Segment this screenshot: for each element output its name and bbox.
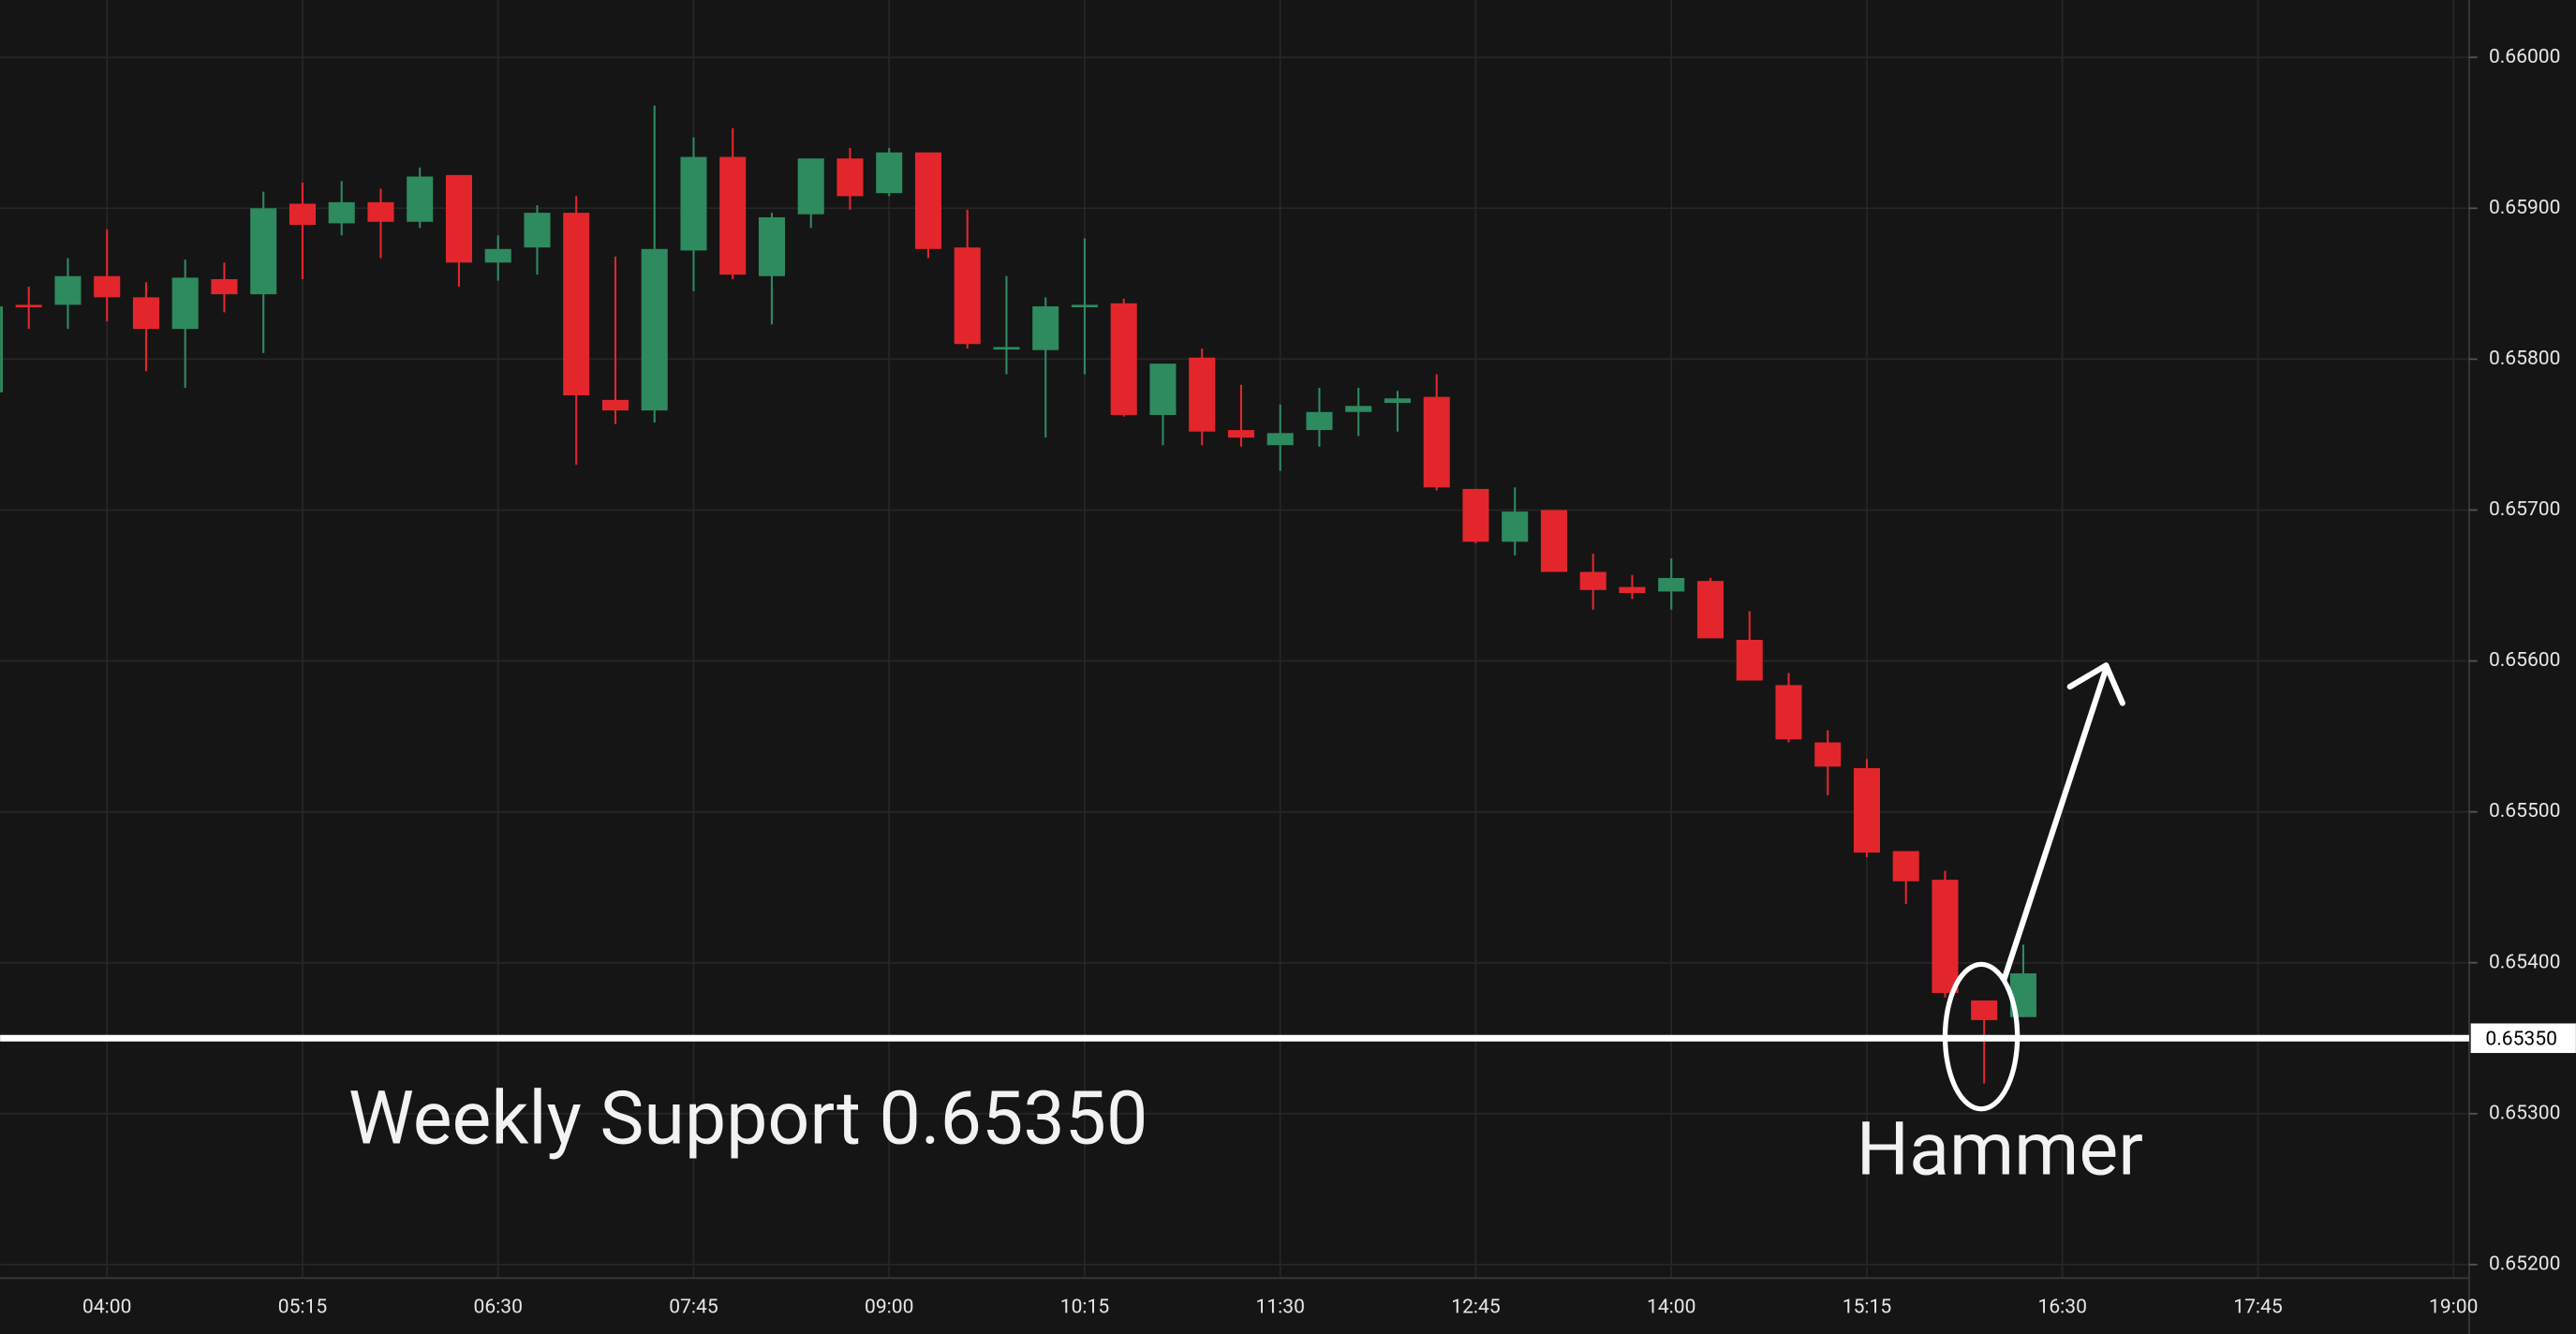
candle-body bbox=[1814, 742, 1842, 767]
candle-body bbox=[1658, 577, 1685, 592]
candle-body bbox=[719, 156, 747, 275]
support-label-box bbox=[2470, 1023, 2576, 1054]
candle-body bbox=[1462, 488, 1489, 542]
y-tick-label: 0.65500 bbox=[2489, 799, 2560, 823]
candle-body bbox=[1189, 357, 1216, 432]
candle-body bbox=[954, 247, 981, 345]
candle-body bbox=[407, 176, 434, 222]
candle-body bbox=[1619, 586, 1646, 594]
candle-body bbox=[1502, 511, 1529, 542]
candle-body bbox=[1227, 430, 1254, 438]
hammer-circle bbox=[1942, 961, 2021, 1112]
candle-body bbox=[1579, 571, 1606, 590]
y-tick-label: 0.65600 bbox=[2489, 648, 2560, 672]
candle-body bbox=[484, 248, 511, 263]
candle-body bbox=[797, 158, 824, 215]
x-tick-label: 14:00 bbox=[1647, 1296, 1695, 1319]
x-tick-label: 04:00 bbox=[82, 1296, 131, 1319]
x-tick-label: 07:45 bbox=[669, 1296, 718, 1319]
x-tick-label: 19:00 bbox=[2429, 1296, 2478, 1319]
candle-body bbox=[993, 347, 1020, 350]
candle-body bbox=[680, 156, 707, 251]
x-tick-label: 09:00 bbox=[865, 1296, 913, 1319]
candle-body bbox=[1775, 685, 1802, 740]
up-arrow bbox=[2001, 662, 2125, 983]
candle-body bbox=[1345, 406, 1372, 412]
candle-body bbox=[132, 297, 159, 330]
hammer-annotation: Hammer bbox=[1857, 1107, 2143, 1193]
candle-body bbox=[601, 399, 629, 411]
candle-body bbox=[1149, 363, 1177, 415]
candle-body bbox=[1306, 411, 1333, 431]
x-tick-label: 10:15 bbox=[1060, 1296, 1109, 1319]
candle-body bbox=[1032, 305, 1059, 350]
candle-body bbox=[1853, 767, 1880, 853]
candle-body bbox=[758, 216, 785, 276]
candle-body bbox=[641, 248, 668, 411]
candle-body bbox=[1932, 880, 1959, 993]
candle-body bbox=[1892, 851, 1919, 882]
y-tick-label: 0.65800 bbox=[2489, 347, 2560, 370]
candle-body bbox=[15, 304, 42, 308]
candle-body bbox=[1696, 581, 1724, 639]
candle-body bbox=[836, 158, 864, 197]
candle-body bbox=[1110, 303, 1137, 415]
y-tick-label: 0.65400 bbox=[2489, 950, 2560, 973]
y-tick-label: 0.65200 bbox=[2489, 1252, 2560, 1275]
candle-body bbox=[445, 174, 472, 263]
candle-body bbox=[1540, 510, 1567, 572]
candle-body bbox=[1423, 396, 1450, 488]
candle-body bbox=[563, 213, 590, 396]
x-tick-label: 15:15 bbox=[1843, 1296, 1891, 1319]
candle-body bbox=[914, 152, 941, 249]
candle-body bbox=[94, 275, 121, 298]
candle-body bbox=[289, 203, 316, 226]
y-tick-label: 0.65900 bbox=[2489, 196, 2560, 219]
y-tick-label: 0.66000 bbox=[2489, 45, 2560, 68]
candle-body bbox=[211, 279, 238, 295]
candles bbox=[0, 105, 2036, 1084]
candle-body bbox=[250, 208, 277, 295]
candle-body bbox=[1266, 433, 1294, 446]
candle-body bbox=[171, 277, 199, 330]
x-tick-label: 05:15 bbox=[278, 1296, 327, 1319]
candle-body bbox=[1736, 639, 1763, 681]
x-tick-label: 16:30 bbox=[2038, 1296, 2087, 1319]
candle-body bbox=[367, 201, 394, 222]
x-tick-label: 06:30 bbox=[474, 1296, 523, 1319]
candle-body bbox=[1384, 398, 1411, 404]
candle-body bbox=[524, 213, 551, 248]
y-tick-label: 0.65300 bbox=[2489, 1101, 2560, 1124]
candle-body bbox=[0, 305, 3, 393]
x-tick-label: 17:45 bbox=[2233, 1296, 2282, 1319]
support-annotation: Weekly Support 0.65350 bbox=[348, 1075, 1147, 1162]
candle-body bbox=[1071, 304, 1098, 308]
x-tick-label: 12:45 bbox=[1451, 1296, 1500, 1319]
labels: 0.65200 0.65300 0.65400 0.65500 0.65600 0.657… bbox=[82, 45, 2560, 1319]
candle-body bbox=[876, 152, 903, 194]
candle-body bbox=[1971, 1000, 1998, 1020]
y-tick-label: 0.65700 bbox=[2489, 497, 2560, 521]
x-tick-label: 11:30 bbox=[1256, 1296, 1305, 1319]
candle-body bbox=[328, 201, 355, 224]
candle-body bbox=[54, 275, 81, 305]
support-label: 0.65350 bbox=[2485, 1028, 2556, 1051]
